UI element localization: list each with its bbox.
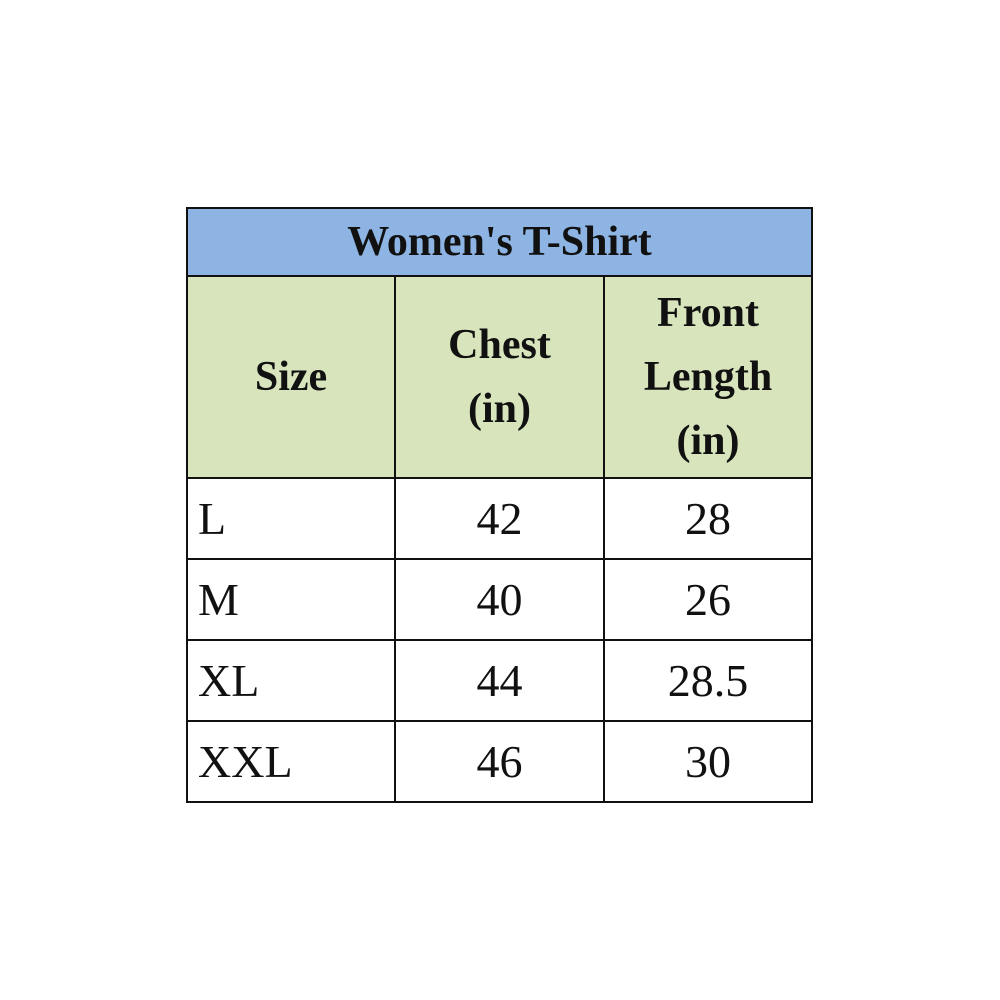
cell-size: XXL	[186, 720, 396, 803]
cell-size: L	[186, 477, 396, 560]
cell-front-length: 26	[603, 558, 813, 641]
header-chest: Chest (in)	[394, 275, 605, 479]
cell-chest: 40	[394, 558, 605, 641]
table-row: XL 44 28.5	[186, 639, 813, 722]
cell-size: M	[186, 558, 396, 641]
table-row: L 42 28	[186, 477, 813, 560]
header-size: Size	[186, 275, 396, 479]
cell-chest: 44	[394, 639, 605, 722]
header-row: Size Chest (in) Front Length (in)	[186, 275, 813, 479]
size-chart-table: Women's T-Shirt Size Chest (in) Front Leng…	[186, 207, 813, 803]
header-front-length: Front Length (in)	[603, 275, 813, 479]
cell-chest: 46	[394, 720, 605, 803]
table-row: XXL 46 30	[186, 720, 813, 803]
cell-chest: 42	[394, 477, 605, 560]
cell-size: XL	[186, 639, 396, 722]
cell-front-length: 28	[603, 477, 813, 560]
table-title: Women's T-Shirt	[186, 207, 813, 277]
table-row: M 40 26	[186, 558, 813, 641]
cell-front-length: 30	[603, 720, 813, 803]
cell-front-length: 28.5	[603, 639, 813, 722]
